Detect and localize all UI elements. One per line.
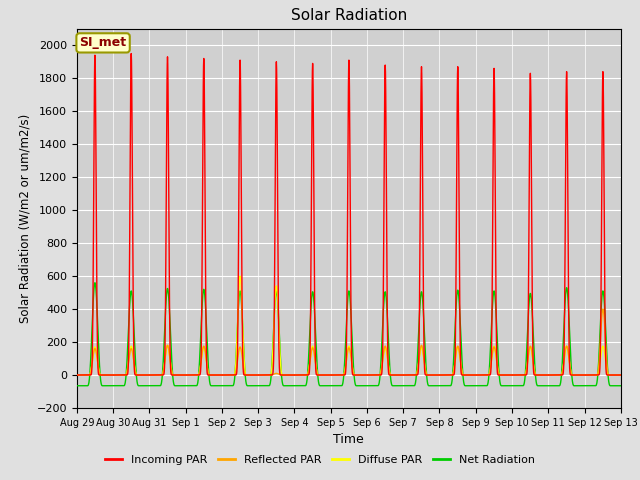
Text: SI_met: SI_met (79, 36, 127, 49)
Legend: Incoming PAR, Reflected PAR, Diffuse PAR, Net Radiation: Incoming PAR, Reflected PAR, Diffuse PAR… (100, 451, 540, 469)
Y-axis label: Solar Radiation (W/m2 or um/m2/s): Solar Radiation (W/m2 or um/m2/s) (18, 114, 31, 323)
X-axis label: Time: Time (333, 433, 364, 446)
Title: Solar Radiation: Solar Radiation (291, 9, 407, 24)
